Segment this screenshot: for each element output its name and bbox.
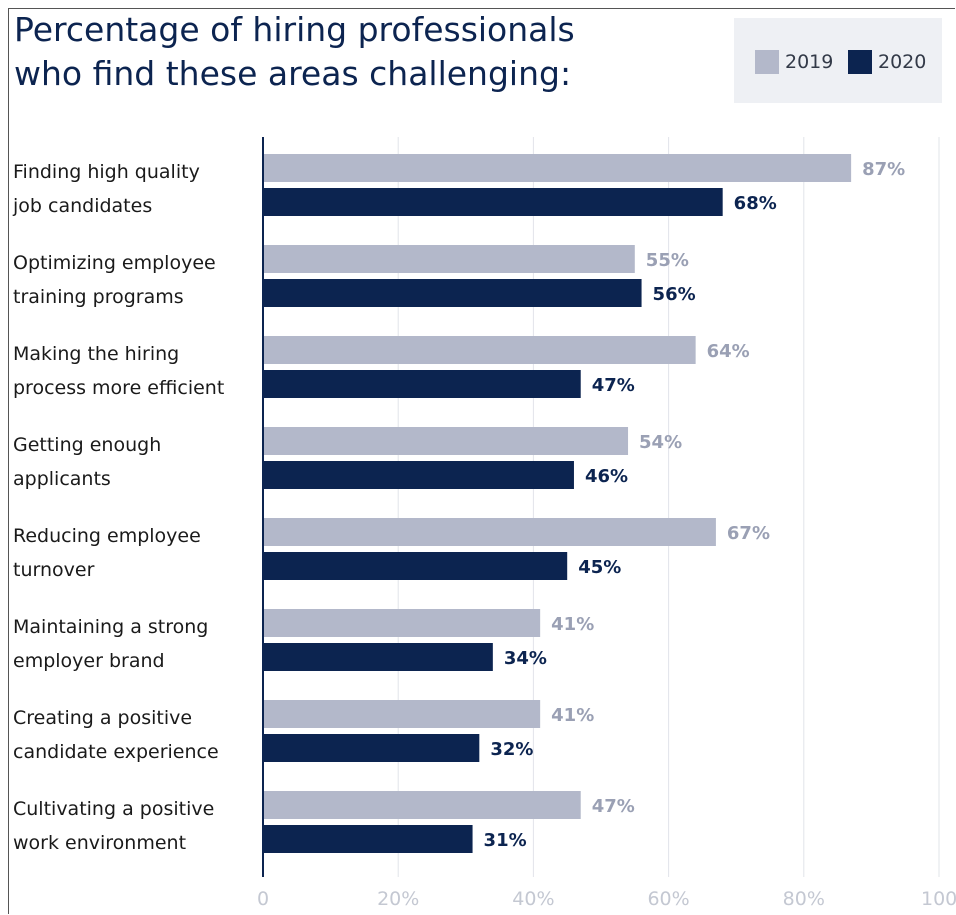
category-label-3: Making the hiring process more efficient: [13, 343, 224, 399]
category-label-8: Cultivating a positive work environment: [13, 798, 214, 854]
x-tick-label-20: 20%: [377, 888, 419, 910]
value-label-2019-5: 67%: [727, 523, 770, 544]
bar-2019-6: [263, 609, 541, 637]
value-label-2020-6: 34%: [504, 648, 547, 669]
x-tick-label-60: 60%: [647, 888, 689, 910]
category-label-line: Maintaining a strong: [13, 616, 208, 638]
bar-2020-1: [263, 188, 723, 216]
chart-title-line-1: Percentage of hiring professionals: [14, 10, 575, 49]
category-label-line: candidate experience: [13, 741, 219, 763]
value-label-2020-7: 32%: [490, 739, 533, 760]
value-label-2019-3: 64%: [707, 341, 750, 362]
bar-2019-8: [263, 791, 581, 819]
value-label-2019-8: 47%: [592, 796, 635, 817]
value-label-2019-4: 54%: [639, 432, 682, 453]
legend-label-2019: 2019: [785, 51, 834, 73]
value-label-2020-1: 68%: [734, 193, 777, 214]
legend-label-2020: 2020: [878, 51, 927, 73]
chart-legend: 2019 2020: [734, 18, 942, 103]
category-label-line: process more efficient: [13, 377, 224, 399]
bar-2019-2: [263, 245, 635, 273]
bar-2020-6: [263, 643, 493, 671]
category-label-line: training programs: [13, 286, 184, 308]
bar-2020-2: [263, 279, 642, 307]
bar-2020-4: [263, 461, 574, 489]
bar-2020-7: [263, 734, 480, 762]
category-label-line: applicants: [13, 468, 111, 490]
category-label-7: Creating a positive candidate experience: [13, 707, 219, 763]
bar-2020-3: [263, 370, 581, 398]
x-tick-label-0: 0: [257, 888, 269, 910]
chart-title: Percentage of hiring professionals who f…: [14, 8, 575, 96]
legend-item-2019: 2019: [755, 50, 833, 74]
chart-frame: [8, 8, 955, 914]
legend-swatch-2019: [755, 50, 779, 74]
value-label-2019-2: 55%: [646, 250, 689, 271]
legend-swatch-2020: [848, 50, 872, 74]
value-label-2020-8: 31%: [484, 830, 527, 851]
bar-2020-8: [263, 825, 473, 853]
x-tick-label-40: 40%: [512, 888, 554, 910]
category-label-2: Optimizing employee training programs: [13, 252, 216, 308]
value-label-2020-4: 46%: [585, 466, 628, 487]
category-label-6: Maintaining a strong employer brand: [13, 616, 208, 672]
category-label-line: Reducing employee: [13, 525, 201, 547]
bar-2019-5: [263, 518, 716, 546]
category-label-line: turnover: [13, 559, 95, 581]
x-tick-label-100: 100%: [921, 888, 956, 910]
chart-title-line-2: who find these areas challenging:: [14, 54, 572, 93]
category-label-line: Making the hiring: [13, 343, 179, 365]
category-label-line: Optimizing employee: [13, 252, 216, 274]
value-label-2020-3: 47%: [592, 375, 635, 396]
category-label-line: Finding high quality: [13, 161, 200, 183]
value-label-2019-7: 41%: [551, 705, 594, 726]
category-label-line: Getting enough: [13, 434, 161, 456]
category-label-4: Getting enough applicants: [13, 434, 161, 490]
value-label-2019-6: 41%: [551, 614, 594, 635]
bar-2019-3: [263, 336, 696, 364]
x-tick-label-80: 80%: [783, 888, 825, 910]
category-label-1: Finding high quality job candidates: [12, 161, 200, 217]
category-label-line: Cultivating a positive: [13, 798, 214, 820]
category-label-line: Creating a positive: [13, 707, 192, 729]
bar-2019-4: [263, 427, 629, 455]
bar-2019-7: [263, 700, 541, 728]
category-label-line: employer brand: [13, 650, 165, 672]
value-label-2019-1: 87%: [862, 159, 905, 180]
legend-item-2020: 2020: [848, 50, 926, 74]
bar-2019-1: [263, 154, 852, 182]
bar-2020-5: [263, 552, 568, 580]
value-label-2020-2: 56%: [653, 284, 696, 305]
value-label-2020-5: 45%: [578, 557, 621, 578]
category-label-line: work environment: [13, 832, 186, 854]
category-label-line: job candidates: [12, 195, 152, 217]
category-label-5: Reducing employee turnover: [13, 525, 201, 581]
